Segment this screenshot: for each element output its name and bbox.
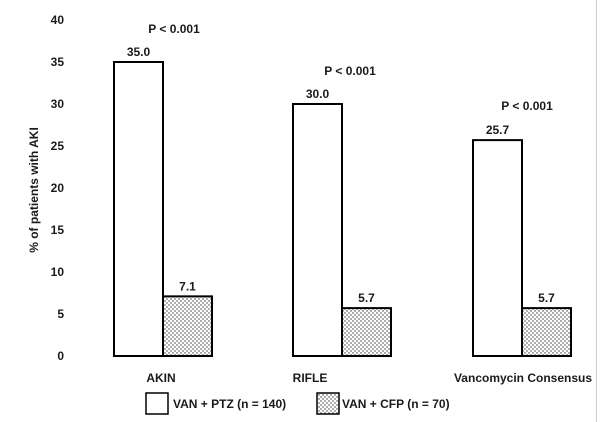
bar-van-cfp	[162, 295, 213, 357]
y-tick-label: 30	[51, 97, 65, 111]
category-label: Vancomycin Consensus	[454, 371, 592, 385]
legend: VAN + PTZ (n = 140) VAN + CFP (n = 70)	[145, 392, 450, 415]
p-value-annotation: P < 0.001	[324, 64, 376, 78]
y-tick-label: 35	[51, 55, 65, 69]
data-label: 35.0	[127, 45, 151, 59]
category-label: RIFLE	[293, 371, 328, 385]
bar-van-cfp	[341, 307, 392, 357]
category-labels: AKIN RIFLE Vancomycin Consensus	[146, 371, 592, 385]
p-value-annotation: P < 0.001	[501, 99, 553, 113]
y-tick-label: 15	[51, 223, 65, 237]
data-label: 7.1	[179, 279, 196, 293]
y-tick-label: 10	[51, 265, 65, 279]
data-label: 25.7	[486, 123, 510, 137]
bar-van-cfp	[521, 307, 572, 357]
bar-marks	[113, 61, 572, 357]
y-tick-label: 0	[57, 349, 64, 363]
p-value-annotations: P < 0.001 P < 0.001 P < 0.001	[148, 22, 553, 113]
legend-swatch-van-ptz	[145, 392, 169, 415]
legend-label-van-cfp: VAN + CFP (n = 70)	[342, 397, 450, 411]
data-label: 5.7	[538, 291, 555, 305]
y-tick-label: 5	[57, 307, 64, 321]
legend-swatch-van-cfp	[316, 392, 340, 415]
bar-van-ptz	[113, 61, 164, 357]
bar-van-ptz	[292, 103, 343, 357]
y-tick-label: 40	[51, 13, 65, 27]
y-axis-label: % of patients with AKI	[27, 127, 41, 253]
p-value-annotation: P < 0.001	[148, 22, 200, 36]
y-axis-ticks: 0 5 10 15 20 25 30 35 40	[51, 13, 65, 363]
category-label: AKIN	[146, 371, 175, 385]
bar-van-ptz	[472, 139, 523, 357]
y-tick-label: 20	[51, 181, 65, 195]
data-label: 30.0	[306, 87, 330, 101]
frame-right-edge	[596, 0, 597, 422]
data-labels: 35.0 30.0 25.7 7.1 5.7 5.7	[127, 45, 555, 305]
legend-label-van-ptz: VAN + PTZ (n = 140)	[173, 397, 286, 411]
data-label: 5.7	[358, 291, 375, 305]
y-tick-label: 25	[51, 139, 65, 153]
